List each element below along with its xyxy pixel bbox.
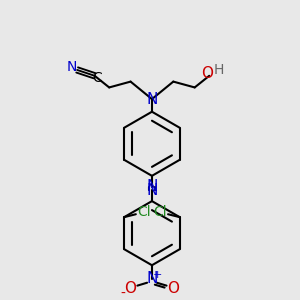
Text: O: O — [201, 66, 213, 81]
Text: Cl: Cl — [154, 205, 167, 219]
Text: N: N — [67, 60, 77, 74]
Text: N: N — [146, 179, 158, 194]
Text: H: H — [214, 63, 224, 77]
Text: Cl: Cl — [137, 205, 150, 219]
Text: N: N — [146, 92, 158, 106]
Text: N: N — [146, 183, 158, 198]
Text: -: - — [120, 286, 125, 300]
Text: +: + — [153, 270, 163, 280]
Text: O: O — [167, 281, 179, 296]
Text: N: N — [146, 271, 158, 286]
Text: O: O — [124, 281, 136, 296]
Text: C: C — [93, 71, 102, 85]
